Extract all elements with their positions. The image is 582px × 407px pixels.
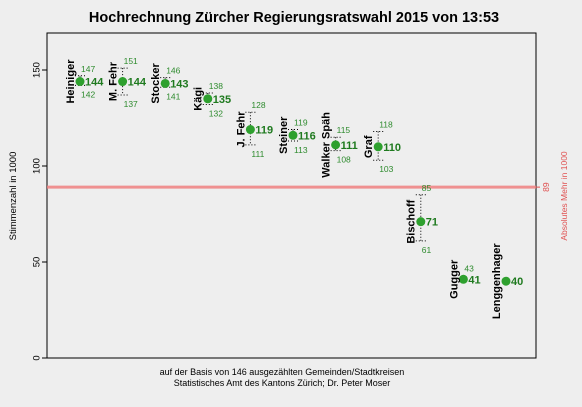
- ci-low-label: 108: [337, 155, 351, 165]
- ci-high-label: 43: [464, 263, 474, 273]
- value-label: 71: [426, 217, 438, 229]
- ci-low-label: 103: [379, 164, 393, 174]
- data-point: [203, 94, 213, 104]
- ci-high-label: 128: [251, 100, 265, 110]
- ci-low-label: 111: [251, 149, 264, 159]
- ci-high-label: 85: [422, 183, 432, 193]
- y-axis-label: Stimmenzahl in 1000: [8, 152, 19, 241]
- y-tick-label: 100: [32, 158, 43, 174]
- candidate-label: Kägi: [193, 87, 205, 111]
- candidate-label: Heiniger: [65, 59, 77, 104]
- data-point: [416, 217, 426, 227]
- value-label: 110: [383, 142, 401, 154]
- reference-axis-label: Absolutes Mehr in 1000: [559, 151, 569, 241]
- ci-high-label: 119: [294, 118, 308, 128]
- value-label: 111: [341, 140, 358, 152]
- ci-low-label: 132: [209, 109, 223, 119]
- value-label: 144: [128, 77, 147, 89]
- value-label: 41: [468, 274, 480, 286]
- value-label: 143: [170, 78, 188, 90]
- reference-value-label: 89: [541, 182, 551, 192]
- ci-high-label: 151: [124, 56, 138, 66]
- value-label: 119: [255, 125, 273, 137]
- data-point: [373, 142, 383, 152]
- ci-high-label: 118: [379, 119, 393, 129]
- value-label: 144: [85, 77, 104, 89]
- value-label: 40: [511, 276, 523, 288]
- value-label: 135: [213, 94, 231, 106]
- data-point: [458, 274, 468, 284]
- data-point: [245, 125, 255, 135]
- ci-high-label: 146: [166, 66, 180, 76]
- y-tick-label: 0: [32, 355, 43, 360]
- candidate-label: Steiner: [278, 116, 290, 154]
- candidate-label: Walker Späh: [321, 112, 333, 178]
- data-point: [288, 130, 298, 140]
- caption-line-1: auf der Basis von 146 ausgezählten Gemei…: [160, 367, 405, 377]
- caption-line-2: Statistisches Amt des Kantons Zürich; Dr…: [174, 378, 391, 388]
- data-point: [331, 140, 341, 150]
- plot-area: [46, 32, 537, 359]
- y-tick-label: 150: [32, 62, 43, 78]
- candidate-label: Gugger: [448, 259, 460, 299]
- candidate-label: J. Fehr: [235, 111, 247, 148]
- ci-low-label: 141: [166, 91, 180, 101]
- data-point: [501, 276, 511, 286]
- ci-low-label: 142: [81, 89, 95, 99]
- candidate-label: Stocker: [150, 63, 162, 104]
- candidate-label: Graf: [363, 135, 375, 158]
- y-tick-label: 50: [32, 257, 43, 268]
- ci-low-label: 61: [422, 245, 432, 255]
- candidate-label: Lenggenhager: [491, 243, 503, 320]
- ci-high-label: 138: [209, 81, 223, 91]
- data-point: [160, 78, 170, 88]
- candidate-label: M. Fehr: [108, 61, 120, 101]
- value-label: 116: [298, 130, 316, 142]
- ci-low-label: 113: [294, 145, 308, 155]
- data-point: [75, 77, 85, 87]
- ci-high-label: 147: [81, 64, 95, 74]
- candidate-label: Bischoff: [406, 199, 418, 243]
- ci-high-label: 115: [337, 125, 351, 135]
- chart-title: Hochrechnung Zürcher Regierungsratswahl …: [89, 10, 499, 26]
- ci-low-label: 137: [124, 99, 138, 109]
- data-point: [118, 77, 128, 87]
